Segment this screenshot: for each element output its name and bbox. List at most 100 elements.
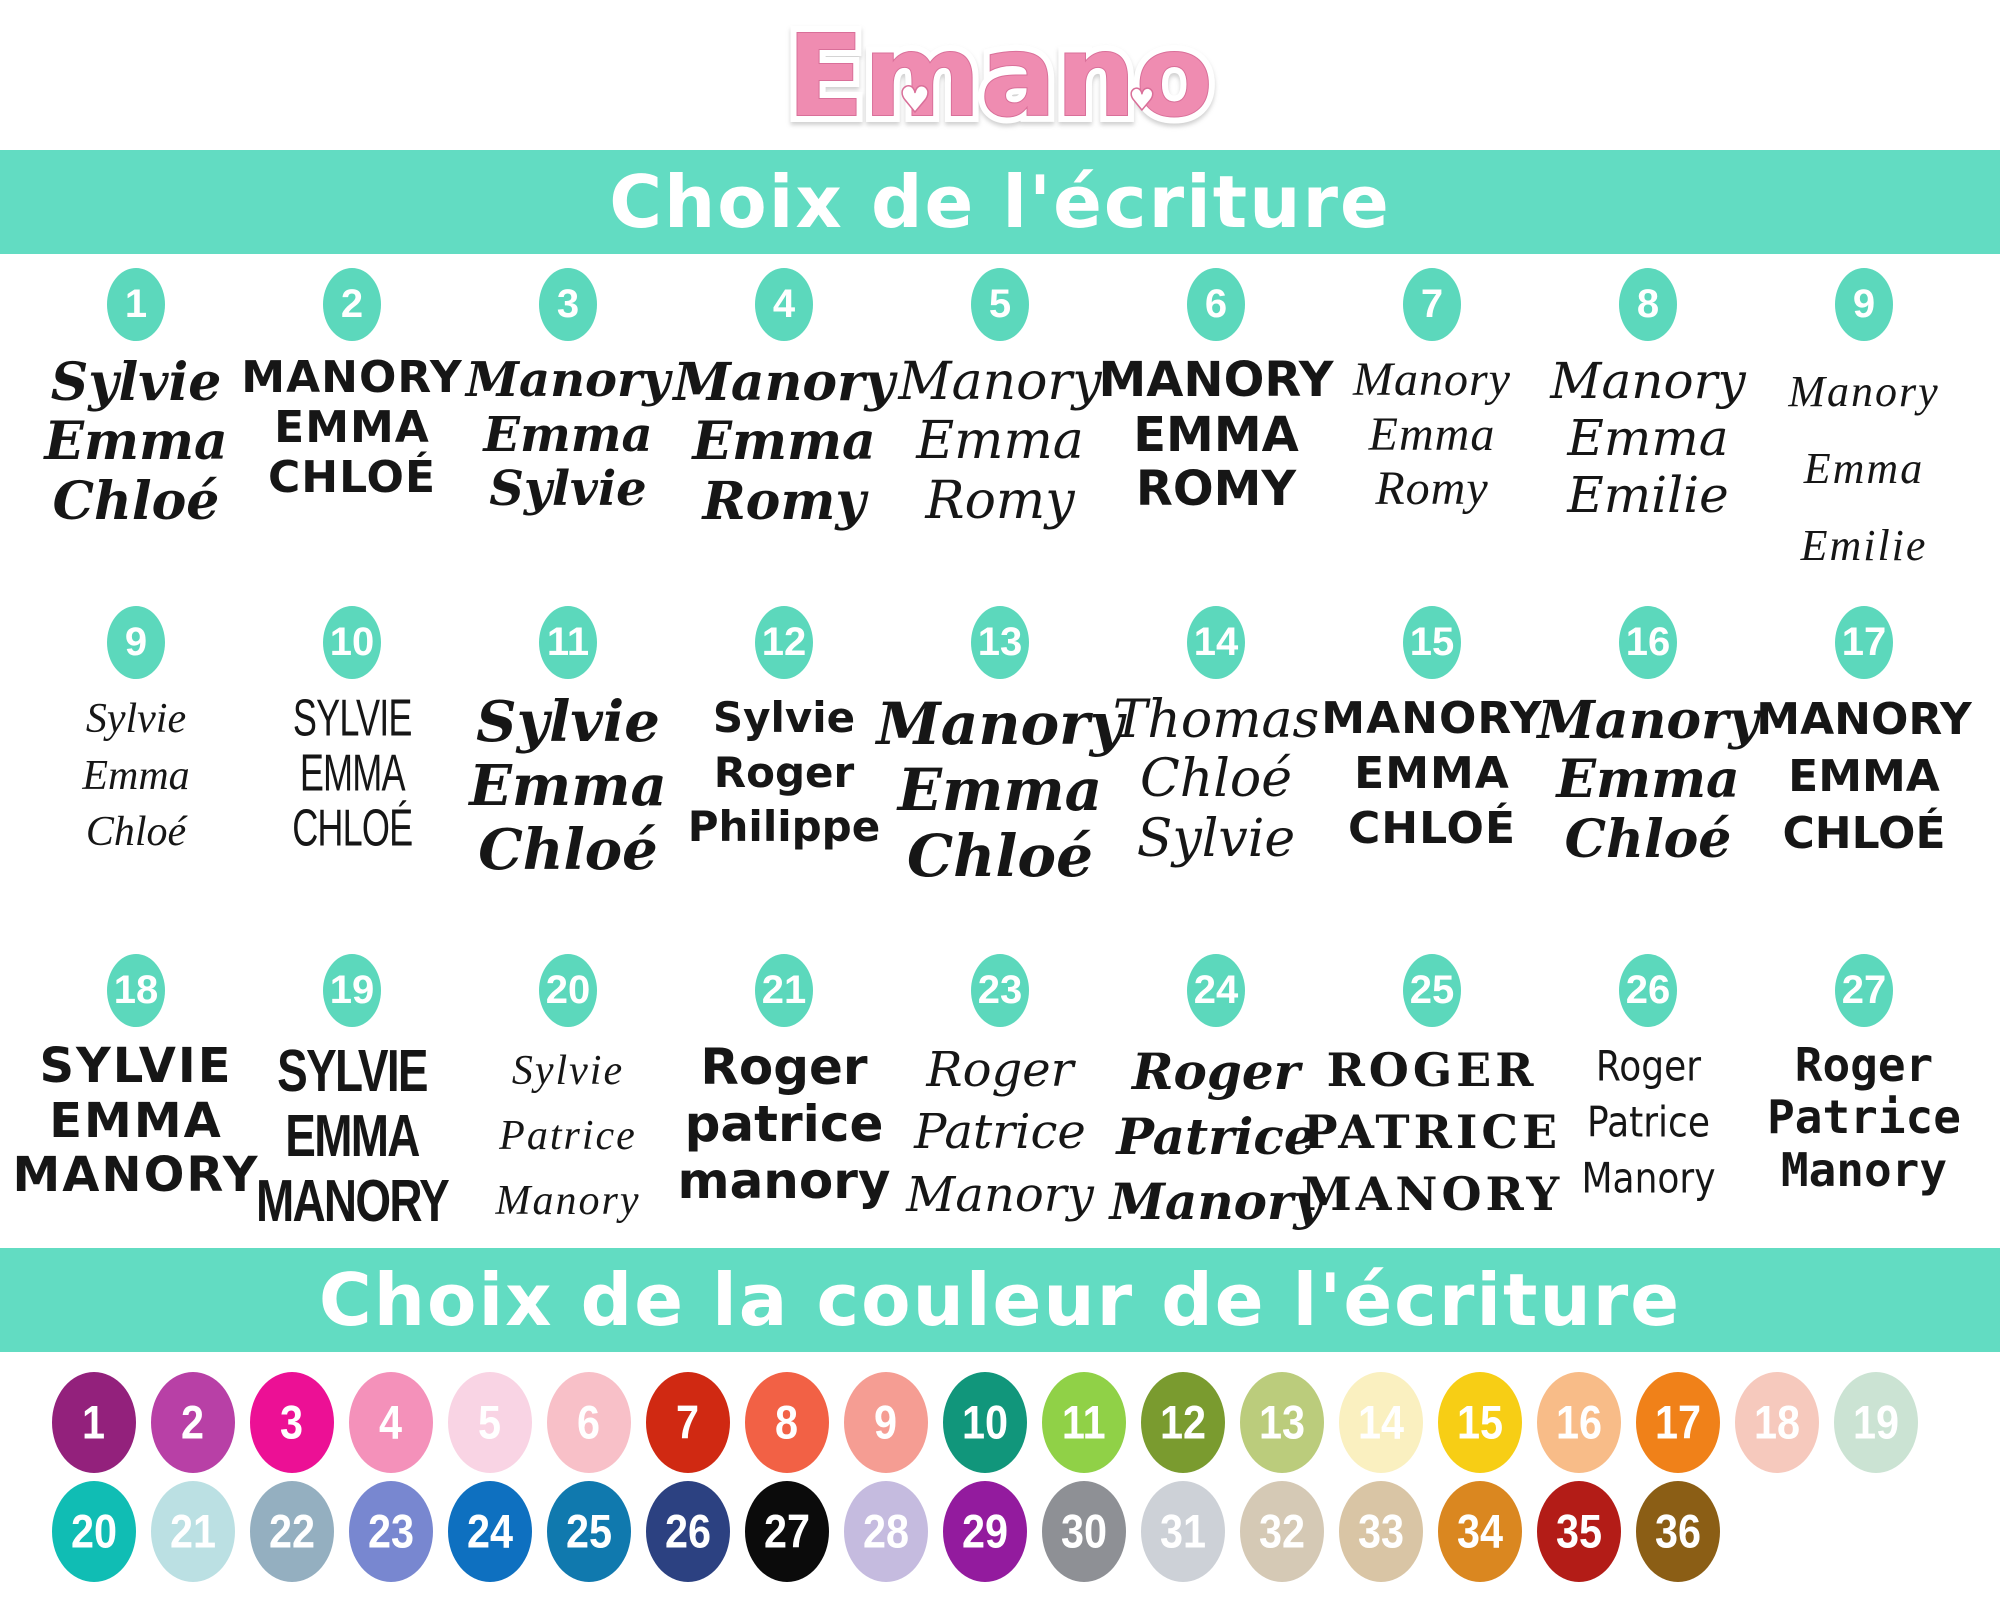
color-swatch-2: 2 bbox=[151, 1372, 235, 1473]
font-option-number-badge: 20 bbox=[539, 954, 597, 1027]
font-sample-text: Thomas Chloé Sylvie bbox=[1113, 690, 1319, 869]
color-swatch-20: 20 bbox=[52, 1481, 136, 1582]
color-swatch-number: 30 bbox=[1060, 1504, 1108, 1558]
font-option-19: 19 SYLVIE EMMA MANORY bbox=[244, 954, 460, 1234]
color-palette: 1 2 3 4 5 6 7 8 9 10 11 12 13 14 15 16 17 18 19 20 21 22 23 24 2… bbox=[52, 1372, 1918, 1590]
font-sample-line: Emma bbox=[692, 411, 876, 473]
logo-text-inner: Emano bbox=[787, 12, 1212, 142]
font-sample-text: MANORY EMMA CHLOÉ bbox=[241, 352, 462, 503]
font-sample-line: SYLVIE bbox=[39, 1038, 233, 1094]
font-option-number-badge: 11 bbox=[539, 606, 597, 679]
font-sample-text: MANORY EMMA ROMY bbox=[1099, 353, 1334, 517]
font-option-number-badge: 6 bbox=[1187, 268, 1245, 341]
color-swatch-9: 9 bbox=[844, 1372, 928, 1473]
font-sample-line: Emma bbox=[1567, 409, 1729, 467]
font-sample-line: MANORY bbox=[12, 1147, 260, 1204]
font-sample-line: CHLOÉ bbox=[1782, 808, 1946, 860]
color-swatch-19: 19 bbox=[1834, 1372, 1918, 1473]
font-row: 1 Sylvie Emma Chloé 2 MANORY EMMA CHLOÉ 3 Manory E… bbox=[0, 268, 2000, 606]
font-option-17: 17 MANORY EMMA CHLOÉ bbox=[1756, 606, 1972, 954]
font-sample-line: EMMA bbox=[299, 744, 406, 803]
font-sample-line: Chloé bbox=[1564, 808, 1732, 870]
color-swatch-number: 31 bbox=[1159, 1504, 1207, 1558]
color-swatch-number: 11 bbox=[1062, 1395, 1106, 1449]
font-option-number-badge: 4 bbox=[755, 268, 813, 341]
font-option-9: 9 Manory Emma Emilie bbox=[1756, 268, 1972, 606]
font-sample-text: Manory Emma Emilie bbox=[1550, 353, 1745, 524]
font-option-number-badge: 8 bbox=[1619, 268, 1677, 341]
color-swatch-number: 10 bbox=[961, 1395, 1009, 1449]
font-option-number-badge: 24 bbox=[1187, 954, 1245, 1027]
logo: Emano Emano ♥ ♥ bbox=[0, 0, 2000, 150]
font-sample-line: Manory bbox=[465, 352, 671, 408]
font-sample-text: Manory Emma Sylvie bbox=[466, 353, 670, 517]
font-sample-line: EMMA bbox=[1354, 748, 1510, 799]
font-option-14: 14 Thomas Chloé Sylvie bbox=[1108, 606, 1324, 954]
color-swatch-number: 14 bbox=[1357, 1395, 1405, 1449]
font-sample-line: Romy bbox=[702, 470, 866, 532]
font-option-number: 7 bbox=[1420, 282, 1444, 326]
font-sample-text: Sylvie Emma Chloé bbox=[469, 690, 666, 882]
font-sample-line: Roger bbox=[700, 1038, 868, 1096]
font-option-1: 1 Sylvie Emma Chloé bbox=[28, 268, 244, 606]
font-sample-line: Manory bbox=[906, 1166, 1094, 1223]
font-option-number: 9 bbox=[124, 620, 148, 664]
font-option-number: 21 bbox=[761, 968, 807, 1012]
color-swatch-5: 5 bbox=[448, 1372, 532, 1473]
font-option-15: 15 MANORY EMMA CHLOÉ bbox=[1321, 606, 1542, 954]
font-sample-text: Roger Patrice Manory bbox=[1574, 1039, 1723, 1207]
color-swatch-22: 22 bbox=[250, 1481, 334, 1582]
font-option-number-badge: 15 bbox=[1403, 606, 1461, 679]
font-sample-text: Sylvie Emma Chloé bbox=[44, 353, 227, 531]
font-sample-text: Roger Patrice Manory bbox=[906, 1039, 1094, 1226]
font-option-number-badge: 26 bbox=[1619, 954, 1677, 1027]
color-swatch-number: 4 bbox=[379, 1395, 403, 1449]
font-option-number: 24 bbox=[1193, 968, 1239, 1012]
font-sample-line: Emilie bbox=[1800, 521, 1928, 570]
font-sample-line: Sylvie bbox=[85, 696, 187, 742]
font-sample-line: Manory bbox=[673, 352, 895, 413]
font-option-11: 11 Sylvie Emma Chloé bbox=[460, 606, 676, 954]
font-option-12: 12 Sylvie Roger Philippe bbox=[676, 606, 892, 954]
font-sample-text: Manory Emma Romy bbox=[1353, 353, 1511, 517]
font-sample-line: patrice bbox=[684, 1095, 884, 1153]
font-sample-text: Roger patrice manory bbox=[677, 1039, 890, 1210]
color-swatch-number: 24 bbox=[466, 1504, 514, 1558]
font-option-number-badge: 9 bbox=[1835, 268, 1893, 341]
font-row: 9 Sylvie Emma Chloé 10 SYLVIE EMMA CHLOÉ 11 Sylvi… bbox=[0, 606, 2000, 954]
color-banner-title: Choix de la couleur de l'écriture bbox=[318, 1258, 1682, 1342]
font-sample-line: Chloé bbox=[1139, 749, 1292, 810]
font-sample-line: MANORY bbox=[1098, 352, 1334, 408]
color-swatch-21: 21 bbox=[151, 1481, 235, 1582]
font-sample-line: Manory bbox=[1353, 353, 1511, 406]
font-sample-line: Patrice bbox=[1586, 1098, 1710, 1148]
color-swatch-number: 25 bbox=[565, 1504, 613, 1558]
font-sample-line: Sylvie bbox=[712, 693, 856, 742]
color-swatch-number: 19 bbox=[1852, 1395, 1900, 1449]
font-option-10: 10 SYLVIE EMMA CHLOÉ bbox=[244, 606, 460, 954]
font-sample-line: Chloé bbox=[907, 822, 1093, 891]
color-swatch-number: 20 bbox=[70, 1504, 118, 1558]
font-sample-line: Romy bbox=[1375, 462, 1489, 516]
font-option-number-badge: 2 bbox=[323, 268, 381, 341]
color-swatch-number: 15 bbox=[1456, 1395, 1504, 1449]
font-sample-line: Emma bbox=[1368, 407, 1496, 461]
font-sample-line: Patrice bbox=[1767, 1090, 1961, 1145]
font-option-number-badge: 14 bbox=[1187, 606, 1245, 679]
font-option-number-badge: 1 bbox=[107, 268, 165, 341]
font-option-number-badge: 23 bbox=[971, 954, 1029, 1027]
font-option-number-badge: 5 bbox=[971, 268, 1029, 341]
font-sample-text: MANORY EMMA CHLOÉ bbox=[1321, 691, 1542, 856]
font-sample-line: Emma bbox=[916, 411, 1084, 472]
font-sample-line: Manory bbox=[1109, 1172, 1323, 1231]
font-option-number-badge: 13 bbox=[971, 606, 1029, 679]
font-sample-line: CHLOÉ bbox=[1347, 803, 1517, 854]
font-option-number-badge: 7 bbox=[1403, 268, 1461, 341]
color-swatch-26: 26 bbox=[646, 1481, 730, 1582]
font-sample-line: Sylvie bbox=[1136, 808, 1296, 869]
emano-logo: Emano Emano ♥ ♥ bbox=[780, 5, 1219, 149]
color-swatch-number: 5 bbox=[478, 1395, 502, 1449]
font-option-8: 8 Manory Emma Emilie bbox=[1540, 268, 1756, 606]
font-option-18: 18 SYLVIE EMMA MANORY bbox=[13, 954, 258, 1234]
font-sample-line: MANORY bbox=[1756, 694, 1972, 745]
